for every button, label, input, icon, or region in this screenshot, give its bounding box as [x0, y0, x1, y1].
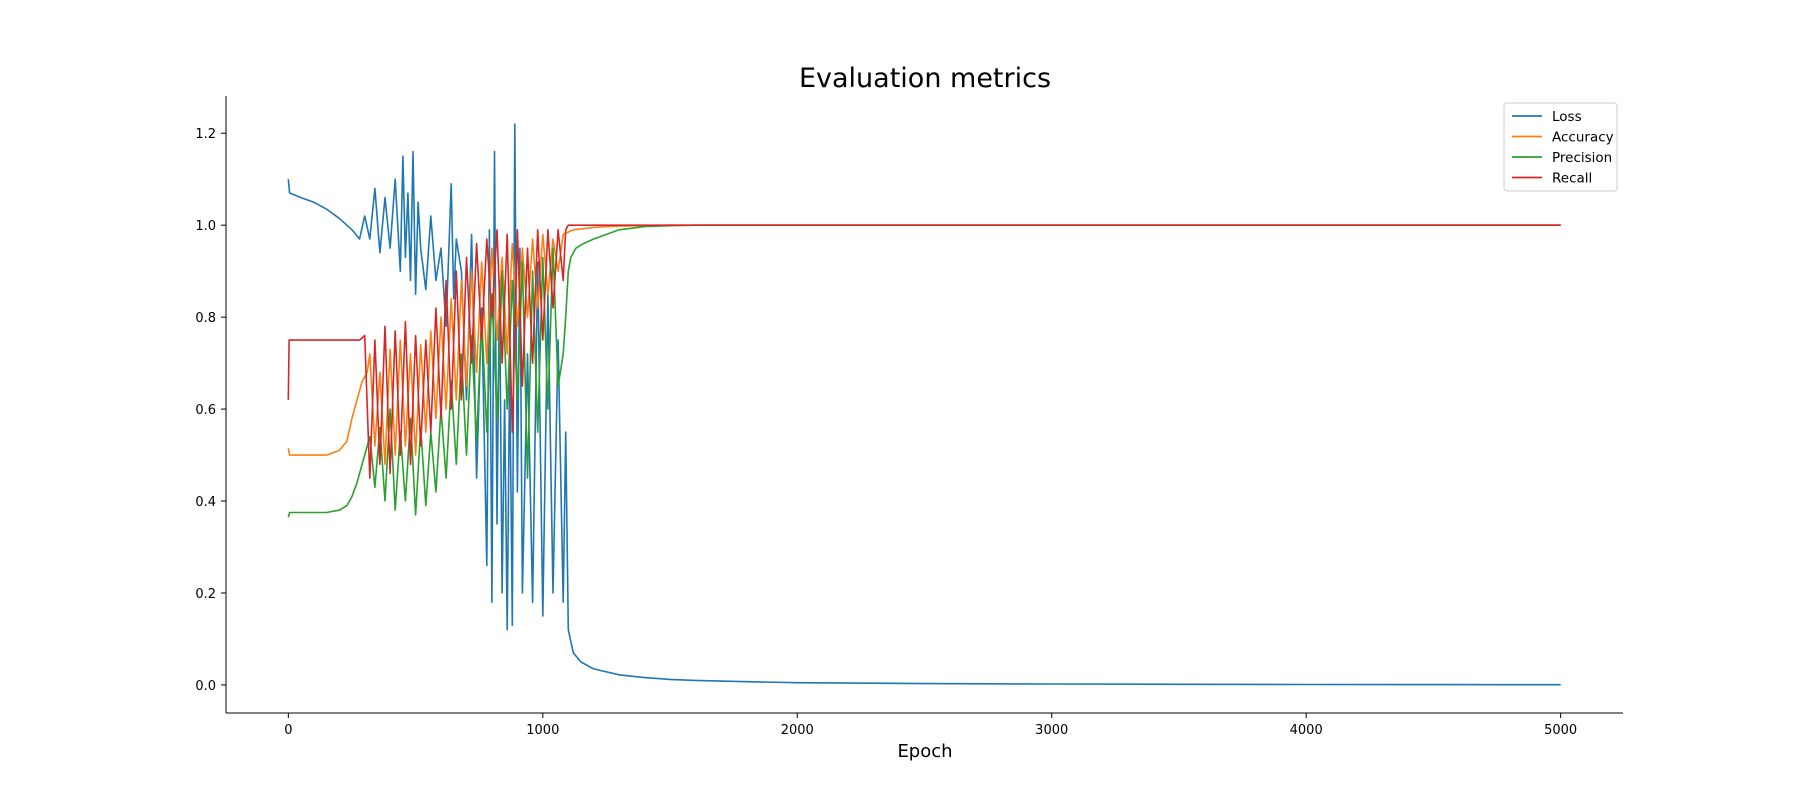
- y-tick-label: 0.2: [195, 587, 216, 602]
- x-tick-label: 0: [284, 723, 292, 738]
- x-tick-label: 5000: [1544, 723, 1577, 738]
- y-tick-label: 0.8: [195, 311, 216, 326]
- legend-frame: [1503, 102, 1618, 192]
- x-tick-label: 3000: [1035, 723, 1068, 738]
- series-line-recall: [287, 224, 1561, 479]
- legend-label-recall: Recall: [1552, 171, 1592, 187]
- x-tick-label: 1000: [526, 723, 559, 738]
- legend-label-accuracy: Accuracy: [1552, 130, 1614, 146]
- legend: Loss Accuracy Precision Recall: [1503, 102, 1618, 192]
- chart-title: Evaluation metrics: [799, 63, 1051, 94]
- x-axis-label: Epoch: [897, 741, 952, 762]
- x-tick-label: 4000: [1290, 723, 1323, 738]
- y-tick-label: 0.0: [195, 679, 216, 694]
- plot-lines: [287, 123, 1561, 686]
- y-tick-label: 0.4: [195, 495, 216, 510]
- legend-label-loss: Loss: [1552, 109, 1582, 125]
- x-ticks: 0 1000 2000 3000 4000 5000: [284, 713, 1577, 738]
- y-ticks: 0.0 0.2 0.4 0.6 0.8 1.0 1.2: [195, 127, 226, 694]
- y-tick-label: 1.2: [195, 127, 216, 142]
- y-tick-label: 1.0: [195, 219, 216, 234]
- y-tick-label: 0.6: [195, 403, 216, 418]
- legend-label-precision: Precision: [1552, 150, 1612, 166]
- series-line-loss: [287, 123, 1561, 686]
- x-tick-label: 2000: [781, 723, 814, 738]
